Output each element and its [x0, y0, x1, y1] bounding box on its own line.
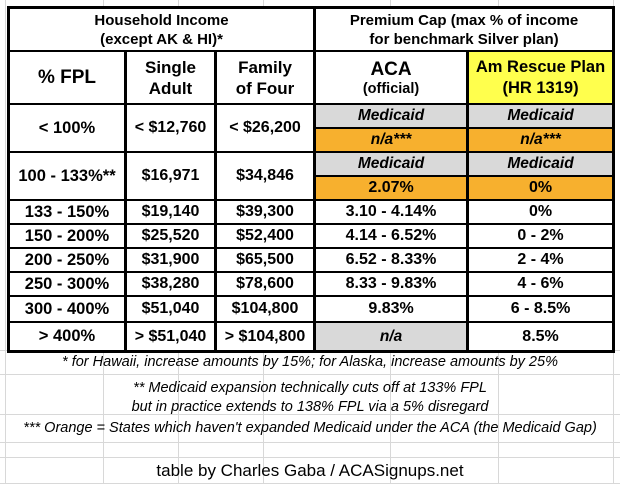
table-row-100-133-cap: 2.07% 0% [9, 175, 616, 201]
single-cell: $16,971 [124, 151, 217, 201]
table-row-200-250: 200 - 250% $31,900 $65,500 6.52 - 8.33% … [7, 247, 616, 273]
aca-cap-cell: 3.10 - 4.14% [313, 199, 470, 225]
fpl-cell: < 100% [7, 103, 127, 153]
arp-gap-cell: n/a*** [466, 127, 616, 153]
single-cell: < $12,760 [124, 103, 217, 153]
family-cell: $52,400 [213, 223, 317, 249]
arp-cap-cell: 6 - 8.5% [466, 295, 616, 323]
aca-cap-cell: 4.14 - 6.52% [313, 223, 470, 249]
aca-cap-cell: 9.83% [313, 295, 470, 323]
col-header-family-of-four: Family of Four [213, 50, 317, 105]
aca-cap-cell: 2.07% [313, 175, 470, 201]
aca-medicaid-cell: Medicaid [313, 151, 470, 177]
col-header-line: of Four [235, 78, 295, 98]
arp-medicaid-cell: Medicaid [466, 151, 616, 177]
aca-medicaid-cell: Medicaid [313, 103, 470, 129]
fpl-cell: 100 - 133%** [7, 151, 127, 201]
single-cell: $31,900 [124, 247, 217, 273]
arp-cap-cell: 0% [466, 175, 616, 201]
single-cell: $38,280 [124, 271, 217, 297]
aca-cap-cell: 8.33 - 9.83% [313, 271, 470, 297]
single-cell: > $51,040 [124, 321, 217, 353]
arp-medicaid-cell: Medicaid [466, 103, 616, 129]
single-cell: $25,520 [124, 223, 217, 249]
group-header-row: Household Income (except AK & HI)* Premi… [6, 6, 616, 52]
arp-cap-cell: 4 - 6% [466, 271, 616, 297]
col-header-line: Am Rescue Plan [475, 57, 606, 76]
family-cell: $104,800 [213, 295, 317, 323]
household-income-group-header: Household Income (except AK & HI)* [6, 6, 317, 52]
fpl-cell: > 400% [7, 321, 127, 353]
gridline-horizontal [0, 374, 620, 375]
family-cell: $65,500 [213, 247, 317, 273]
arp-cap-cell: 8.5% [466, 321, 616, 353]
footnote-hawaii-alaska: * for Hawaii, increase amounts by 15%; f… [62, 354, 558, 370]
table-row-100-133: 100 - 133%** $16,971 $34,846 Medicaid Me… [7, 151, 616, 201]
fpl-cell: 200 - 250% [7, 247, 127, 273]
gridline-vertical [5, 0, 6, 484]
footnote-medicaid-expansion: ** Medicaid expansion technically cuts o… [0, 377, 620, 417]
table-row-under-100-gap: n/a*** n/a*** [9, 127, 616, 153]
col-header-line: (HR 1319) [502, 78, 579, 97]
table-row-150-200: 150 - 200% $25,520 $52,400 4.14 - 6.52% … [7, 223, 616, 249]
col-header-aca: ACA (official) [313, 50, 470, 105]
footnote-medicaid-gap: *** Orange = States which haven't expand… [23, 420, 597, 436]
col-header-fpl: % FPL [7, 50, 127, 105]
fpl-cell: 133 - 150% [7, 199, 127, 225]
col-header-single-adult: Single Adult [124, 50, 217, 105]
column-header-row: % FPL Single Adult Family of Four ACA (o… [7, 50, 616, 105]
family-cell: < $26,200 [213, 103, 317, 153]
table-row-over-400: > 400% > $51,040 > $104,800 n/a 8.5% [7, 321, 616, 353]
group-header-line: Premium Cap (max % of income [349, 11, 579, 29]
single-cell: $51,040 [124, 295, 217, 323]
group-header-line: (except AK & HI)* [100, 30, 223, 48]
family-cell: > $104,800 [213, 321, 317, 353]
arp-cap-cell: 2 - 4% [466, 247, 616, 273]
col-header-am-rescue-plan: Am Rescue Plan (HR 1319) [466, 50, 616, 105]
footnote-line: ** Medicaid expansion technically cuts o… [133, 380, 487, 396]
family-cell: $34,846 [213, 151, 317, 201]
aca-cap-cell: 6.52 - 8.33% [313, 247, 470, 273]
aca-na-cell: n/a [313, 321, 470, 353]
family-cell: $39,300 [213, 199, 317, 225]
col-header-line: Adult [148, 78, 193, 98]
footnote-line: but in practice extends to 138% FPL via … [131, 399, 489, 415]
aca-gap-cell: n/a*** [313, 127, 470, 153]
col-header-line: ACA [370, 58, 412, 80]
premium-cap-group-header: Premium Cap (max % of income for benchma… [313, 6, 616, 52]
table-row-250-300: 250 - 300% $38,280 $78,600 8.33 - 9.83% … [7, 271, 616, 297]
income-premium-cap-table: Household Income (except AK & HI)* Premi… [6, 6, 616, 353]
gridline-horizontal [0, 414, 620, 415]
table-row-133-150: 133 - 150% $19,140 $39,300 3.10 - 4.14% … [7, 199, 616, 225]
fpl-cell: 300 - 400% [7, 295, 127, 323]
credit-line: table by Charles Gaba / ACASignups.net [156, 461, 464, 480]
arp-cap-cell: 0 - 2% [466, 223, 616, 249]
fpl-cell: 150 - 200% [7, 223, 127, 249]
col-header-line: (official) [362, 80, 420, 97]
group-header-line: for benchmark Silver plan) [369, 30, 559, 48]
single-cell: $19,140 [124, 199, 217, 225]
family-cell: $78,600 [213, 271, 317, 297]
fpl-cell: 250 - 300% [7, 271, 127, 297]
col-header-line: Single [144, 57, 196, 77]
group-header-line: Household Income [94, 11, 229, 29]
gridline-horizontal [0, 457, 620, 458]
table-row-300-400: 300 - 400% $51,040 $104,800 9.83% 6 - 8.… [7, 295, 616, 323]
table-row-under-100: < 100% < $12,760 < $26,200 Medicaid Medi… [7, 103, 616, 153]
gridline-horizontal [0, 442, 620, 443]
col-header-line: Family [238, 57, 292, 77]
arp-cap-cell: 0% [466, 199, 616, 225]
